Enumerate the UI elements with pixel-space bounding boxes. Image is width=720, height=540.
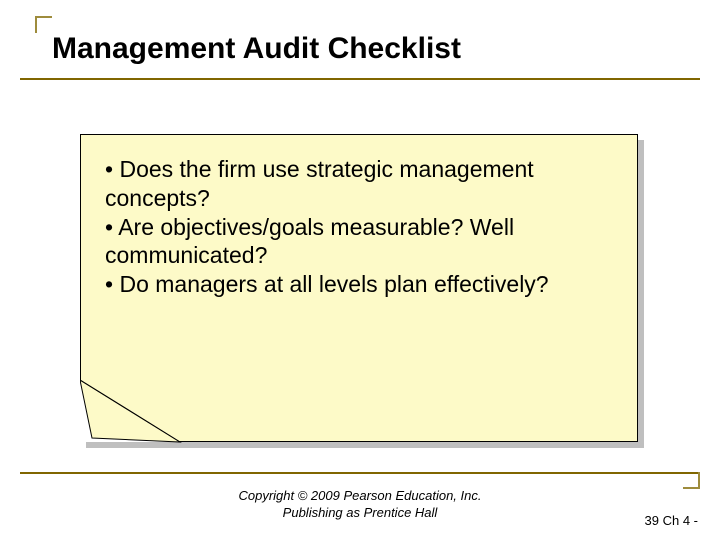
note-fold-flap <box>80 380 180 442</box>
footer-right: 39 Ch 4 - <box>645 513 699 528</box>
copyright: Copyright © 2009 Pearson Education, Inc.… <box>0 488 720 522</box>
bottom-rule <box>20 472 700 474</box>
title-rule <box>20 78 700 80</box>
bullet-text: Are objectives/goals measurable? Well co… <box>105 214 514 269</box>
corner-accent-bottom <box>683 472 700 489</box>
chapter-label: Ch 4 - <box>663 513 698 528</box>
page-title: Management Audit Checklist <box>52 32 461 66</box>
bullet-text: Does the firm use strategic management c… <box>105 156 534 211</box>
bullet-text: Do managers at all levels plan effective… <box>119 271 548 297</box>
bullet-list: • Does the firm use strategic management… <box>105 155 613 299</box>
corner-accent-top <box>35 16 52 33</box>
copyright-line1: Copyright © 2009 Pearson Education, Inc. <box>238 488 481 503</box>
fold-icon <box>80 380 220 470</box>
copyright-line2: Publishing as Prentice Hall <box>283 505 438 520</box>
slide: Management Audit Checklist • Does the fi… <box>0 0 720 540</box>
page-number: 39 <box>645 513 659 528</box>
